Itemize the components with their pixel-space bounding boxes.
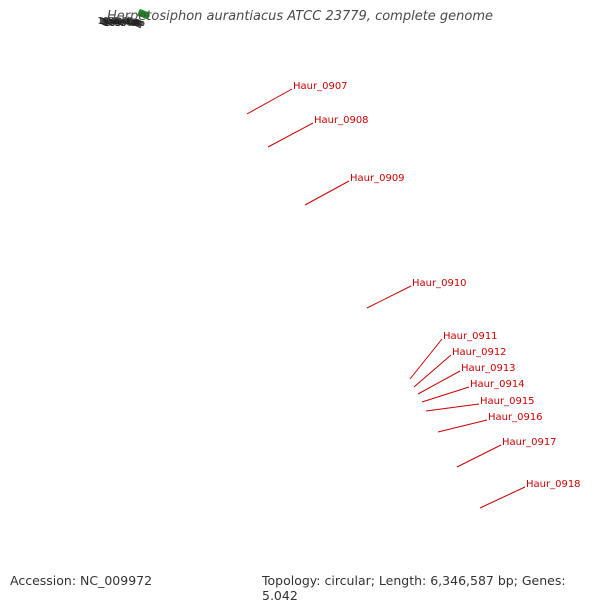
gene-label-leader [421,386,470,403]
gene-label: Haur_0909 [350,173,405,184]
gene-label-leader [366,285,412,309]
gene-label-leader [267,122,314,148]
gene-label-leader [425,403,480,412]
gene-label: Haur_0914 [470,379,525,390]
gene-label: Haur_0912 [452,347,507,358]
scale-label: 1050 kbp [98,16,138,26]
gene-label-leader [479,486,526,509]
gene-label: Haur_0911 [443,331,498,342]
scale-label: 1036 kbp [105,19,145,29]
gene-label: Haur_0916 [488,412,543,423]
scale-dots [137,8,150,20]
gene-label-leader [417,370,461,395]
gene-label-leader [246,88,293,115]
scale-label: 1040 kbp [103,18,143,28]
scale-label: 1048 kbp [99,17,139,27]
gene-label-leader [456,444,502,468]
gene-label-leader [409,338,443,380]
scale-tick [137,8,142,17]
gene-label-leader [304,180,350,206]
gene-label: Haur_0917 [502,437,557,448]
gene-label: Haur_0918 [526,479,581,490]
scale-label: 1042 kbp [102,18,142,28]
gene-label: Haur_0908 [314,115,369,126]
topology-text: Topology: circular; Length: 6,346,587 bp… [262,573,566,600]
gene-label-leader [437,419,488,433]
scale-label: 1038 kbp [104,19,144,29]
gene-label: Haur_0913 [461,363,516,374]
gene-label-leader [413,354,452,388]
gene-label: Haur_0915 [480,396,535,407]
gene-labels: Haur_0907 Haur_0908 Haur_0909 Haur_0910 Haur… [246,81,581,509]
scale-label: 1046 kbp [100,17,140,27]
accession-text: Accession: NC_009972 [10,573,153,588]
genome-title: Herpetosiphon aurantiacus ATCC 23779, co… [106,9,494,24]
gene-label: Haur_0910 [412,278,467,289]
gene-label: Haur_0907 [293,81,348,92]
scale-label: 1044 kbp [101,18,141,28]
